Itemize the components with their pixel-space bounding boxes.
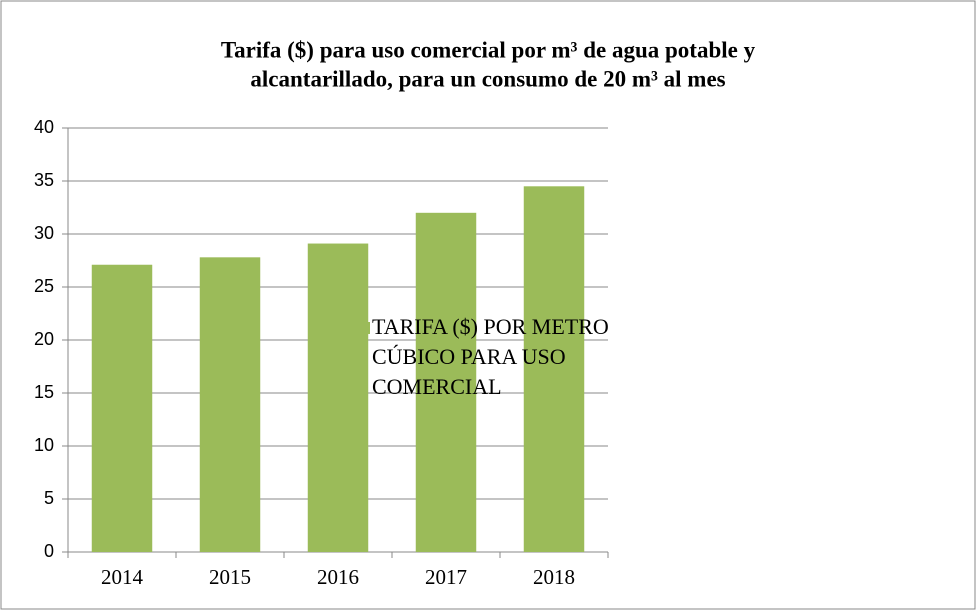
y-tick-label: 15: [34, 382, 54, 402]
y-tick-label: 30: [34, 223, 54, 243]
bar: [91, 264, 153, 552]
y-tick-label: 10: [34, 435, 54, 455]
bar: [199, 257, 261, 552]
x-tick-label: 2016: [317, 565, 359, 589]
bar: [415, 212, 477, 553]
chart-title: Tarifa ($) para uso comercial por m³ de …: [221, 37, 756, 62]
x-tick-label: 2014: [101, 565, 144, 589]
y-tick-label: 0: [44, 541, 54, 561]
y-tick-label: 35: [34, 170, 54, 190]
legend-swatch: [358, 322, 370, 334]
legend-item: TARIFA ($) POR METRO CÚBICO PARA USO COM…: [372, 314, 609, 399]
bar: [523, 186, 585, 553]
bar: [307, 243, 369, 553]
y-tick-label: 25: [34, 276, 54, 296]
y-tick-label: 5: [44, 488, 54, 508]
chart-title: alcantarillado, para un consumo de 20 m³…: [250, 66, 725, 91]
x-tick-label: 2015: [209, 565, 251, 589]
x-tick-label: 2017: [425, 565, 467, 589]
y-tick-label: 40: [34, 117, 54, 137]
x-tick-label: 2018: [533, 565, 575, 589]
y-tick-label: 20: [34, 329, 54, 349]
legend-label: TARIFA ($) POR METRO CÚBICO PARA USO COM…: [372, 314, 609, 399]
